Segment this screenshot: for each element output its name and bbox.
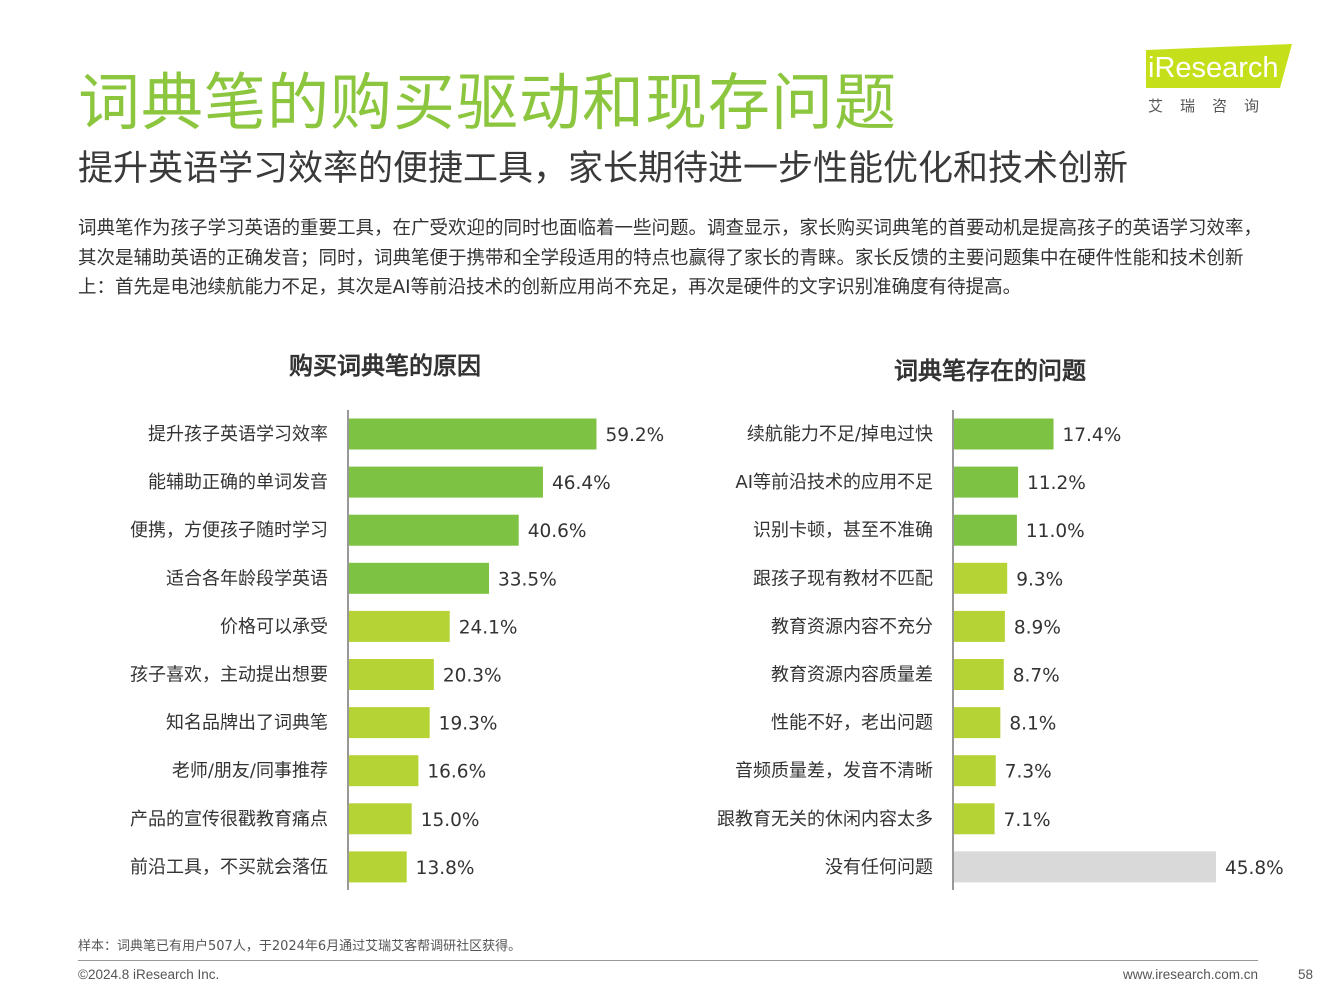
reason-category-label: 提升孩子英语学习效率: [148, 424, 328, 445]
page-number: 58: [1298, 967, 1314, 982]
copyright: ©2024.8 iResearch Inc.: [78, 967, 220, 982]
problem-bar: [954, 851, 1216, 883]
page-title: 词典笔的购买驱动和现存问题: [78, 66, 898, 139]
problem-category-label: 跟孩子现有教材不匹配: [753, 568, 933, 589]
chart-title-purchase-reasons: 购买词典笔的原因: [289, 352, 481, 380]
logo-badge-shape: [1146, 44, 1292, 88]
reason-bar: [349, 514, 519, 546]
chart-title-existing-problems: 词典笔存在的问题: [894, 357, 1086, 385]
reason-bar: [349, 418, 597, 450]
problem-value-label: 8.7%: [1013, 666, 1060, 687]
problem-value-label: 8.9%: [1014, 617, 1061, 638]
problem-value-label: 11.2%: [1027, 473, 1086, 494]
reason-bar: [349, 562, 490, 594]
problem-bar: [954, 514, 1017, 546]
problem-category-label: 教育资源内容不充分: [771, 616, 933, 637]
reason-value-label: 20.3%: [443, 666, 502, 687]
reason-category-label: 产品的宣传很戳教育痛点: [130, 809, 328, 830]
problem-value-label: 8.1%: [1009, 714, 1056, 735]
problem-bar: [954, 707, 1001, 739]
reason-category-label: 孩子喜欢，主动提出想要: [130, 665, 328, 686]
reason-value-label: 15.0%: [421, 810, 480, 831]
problem-bar: [954, 755, 996, 787]
logo-text: iResearch: [1148, 52, 1279, 84]
reason-bar: [349, 610, 450, 642]
problem-value-label: 11.0%: [1026, 521, 1085, 542]
problem-category-label: AI等前沿技术的应用不足: [735, 472, 933, 493]
reason-category-label: 老师/朋友/同事推荐: [172, 761, 328, 782]
reason-value-label: 16.6%: [427, 762, 486, 783]
reason-category-label: 价格可以承受: [220, 616, 328, 637]
problem-bar: [954, 659, 1004, 690]
reason-value-label: 19.3%: [439, 714, 498, 735]
reason-category-label: 知名品牌出了词典笔: [166, 713, 328, 734]
sample-note: 样本：词典笔已有用户507人，于2024年6月通过艾瑞艾客帮调研社区获得。: [78, 939, 522, 954]
problem-category-label: 没有任何问题: [825, 857, 933, 878]
logo-subtext: 艾瑞咨询: [1148, 97, 1277, 115]
reason-bar: [349, 755, 419, 787]
problem-category-label: 性能不好，老出问题: [771, 713, 933, 734]
reason-bar: [349, 659, 434, 690]
problem-bar: [954, 466, 1019, 498]
reason-value-label: 13.8%: [416, 858, 475, 879]
problem-value-label: 45.8%: [1225, 858, 1284, 879]
problem-bar: [954, 610, 1005, 642]
reason-bar: [349, 466, 543, 498]
reason-value-label: 24.1%: [459, 617, 518, 638]
reason-value-label: 46.4%: [552, 473, 611, 494]
intro-paragraph: 词典笔作为孩子学习英语的重要工具，在广受欢迎的同时也面临着一些问题。调查显示，家…: [78, 218, 1263, 298]
reason-value-label: 33.5%: [498, 569, 557, 590]
problem-category-label: 音频质量差，发音不清晰: [735, 761, 933, 782]
reason-value-label: 59.2%: [605, 425, 664, 446]
problem-bar: [954, 562, 1008, 594]
problem-category-label: 跟教育无关的休闲内容太多: [717, 809, 933, 830]
page-subtitle: 提升英语学习效率的便捷工具，家长期待进一步性能优化和技术创新: [78, 149, 1129, 189]
reason-bar: [349, 803, 412, 835]
reason-value-label: 40.6%: [528, 521, 587, 542]
problem-category-label: 教育资源内容质量差: [771, 665, 933, 686]
reason-bar: [349, 851, 407, 883]
problem-value-label: 7.1%: [1004, 810, 1051, 831]
website-link[interactable]: www.iresearch.com.cn: [1122, 967, 1258, 982]
problem-value-label: 9.3%: [1016, 569, 1063, 590]
footer-divider: [78, 960, 1258, 961]
reason-category-label: 前沿工具，不买就会落伍: [130, 857, 328, 878]
problem-category-label: 识别卡顿，甚至不准确: [753, 520, 933, 541]
reason-category-label: 便携，方便孩子随时学习: [130, 520, 328, 541]
problem-bar: [954, 418, 1054, 450]
reason-category-label: 适合各年龄段学英语: [166, 568, 328, 589]
reason-category-label: 能辅助正确的单词发音: [148, 472, 328, 493]
problem-bar: [954, 803, 995, 835]
problem-value-label: 7.3%: [1005, 762, 1052, 783]
problem-category-label: 续航能力不足/掉电过快: [747, 424, 933, 445]
reason-bar: [349, 707, 430, 739]
iresearch-logo: iResearch 艾瑞咨询: [1140, 40, 1300, 120]
problem-value-label: 17.4%: [1063, 425, 1122, 446]
